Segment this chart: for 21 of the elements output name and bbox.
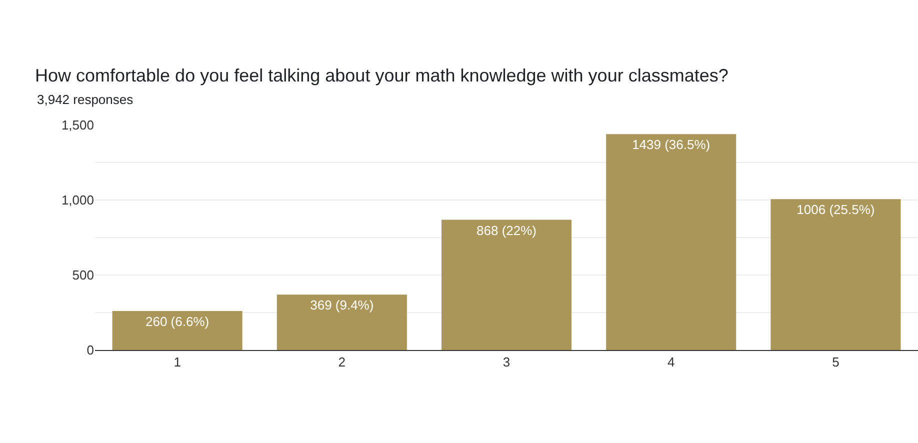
x-tick-label: 1	[174, 354, 181, 370]
chart-title: How comfortable do you feel talking about your math knowledge with your classmates?	[35, 65, 728, 86]
y-tick-label: 0	[86, 342, 94, 358]
bar	[112, 311, 242, 350]
bar	[441, 220, 572, 350]
bar	[770, 199, 901, 350]
x-tick-label: 3	[502, 354, 510, 370]
x-tick-label: 4	[667, 354, 675, 370]
bar	[606, 134, 736, 350]
data-label: 1006 (25.5%)	[796, 202, 875, 218]
data-label: 260 (6.6%)	[146, 314, 210, 329]
bar	[276, 294, 407, 350]
data-label: 1439 (36.5%)	[632, 137, 710, 152]
chart-subtitle: 3,942 responses	[37, 92, 134, 107]
x-tick-label: 2	[338, 354, 346, 370]
y-tick-label: 1,000	[61, 192, 94, 208]
y-tick-label: 1,500	[61, 118, 94, 133]
data-label: 369 (9.4%)	[310, 298, 374, 313]
x-tick-label: 5	[832, 354, 840, 370]
y-tick-label: 500	[72, 268, 94, 283]
data-label: 868 (22%)	[476, 222, 536, 238]
